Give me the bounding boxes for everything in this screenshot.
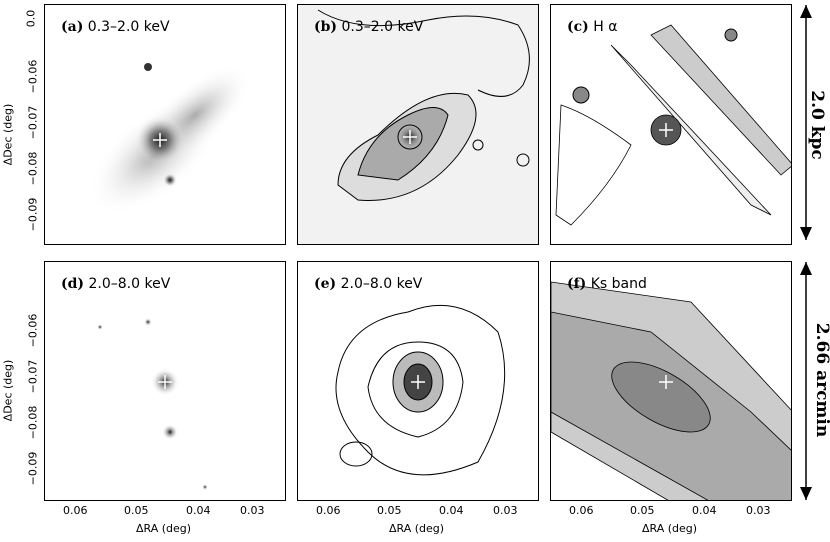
y-axis-label-bottom: ΔDec (deg) [1,359,15,422]
scale-arrow-down [800,227,812,240]
x-tick: 0.06 [63,504,88,517]
x-tick: 0.06 [569,504,594,517]
panel-f: (f) Ks band [550,261,792,501]
panel-a-label: (a) 0.3–2.0 keV [61,19,170,35]
scale-label-kpc: 2.0 kpc [806,90,827,160]
panel-e: (e) 2.0–8.0 keV [297,261,539,501]
panel-e-label: (e) 2.0–8.0 keV [314,276,423,292]
y-tick: −0.07 [26,359,40,394]
scale-arrow-up [800,5,812,18]
scale-arrow-down [800,487,812,500]
xray-soft-contour-b [298,5,538,244]
y-tick: −0.06 [26,313,40,348]
y-tick: −0.08 [26,405,40,440]
xray-soft-image-a [88,63,252,215]
scale-bars [800,5,812,500]
x-tick: 0.05 [630,504,655,517]
y-axis-label-top: ΔDec (deg) [1,103,15,166]
xray-hard-image-d [97,318,208,490]
x-tick: 0.04 [439,504,464,517]
panel-d: (d) 2.0–8.0 keV [44,261,286,501]
x-tick: 0.05 [124,504,149,517]
panel-f-label: (f) Ks band [567,276,647,292]
panel-c: (c) H α [550,4,792,245]
xray-hard-contour-e [335,304,506,476]
y-tick: −0.07 [26,105,40,140]
x-tick: 0.04 [186,504,211,517]
x-tick: 0.03 [240,504,265,517]
x-axis-label: ΔRA (deg) [136,522,192,535]
y-tick: −0.09 [26,197,40,232]
ks-band-contour-f [551,262,791,500]
x-axis-label: ΔRA (deg) [642,522,698,535]
x-tick: 0.04 [692,504,717,517]
panel-b: (b) 0.3–2.0 keV [297,4,539,245]
panel-c-label: (c) H α [567,19,618,35]
panel-d-label: (d) 2.0–8.0 keV [61,276,171,292]
scale-label-arcmin: 2.66 arcmin [812,322,830,438]
x-tick: 0.03 [493,504,518,517]
y-tick: −0.09 [26,451,40,486]
y-tick: −0.06 [26,59,40,94]
x-tick: 0.03 [746,504,771,517]
panel-a: (a) 0.3–2.0 keV [44,4,286,245]
y-tick: −0.08 [26,151,40,186]
x-tick: 0.05 [377,504,402,517]
x-tick: 0.06 [316,504,341,517]
halpha-contour-c [555,24,791,226]
y-tick: 0.0 [24,9,38,28]
panel-b-label: (b) 0.3–2.0 keV [314,19,424,35]
scale-arrow-up [800,262,812,275]
x-axis-label: ΔRA (deg) [389,522,445,535]
